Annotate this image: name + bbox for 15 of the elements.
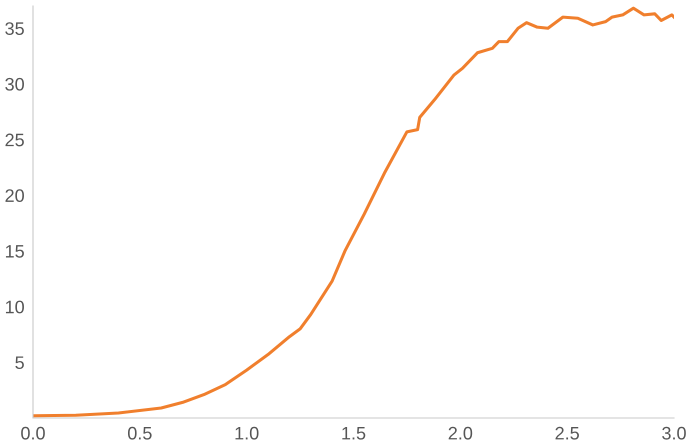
y-tick-label: 10 — [6, 300, 24, 314]
x-tick-label: 1.0 — [235, 426, 259, 440]
y-tick-label: 15 — [6, 245, 24, 258]
x-tick-label: 1.5 — [342, 426, 366, 440]
x-tick-label: 0.0 — [21, 426, 45, 440]
y-tick-label: 35 — [5, 22, 24, 35]
y-tick-label: 25 — [5, 134, 24, 146]
x-tick-label: 2.5 — [556, 426, 579, 440]
x-tick-label: 2.0 — [448, 426, 472, 440]
line-series — [33, 6, 674, 418]
y-tick-label: 30 — [5, 78, 24, 91]
y-tick-label: 20 — [5, 189, 24, 202]
x-tick-label: 3.0 — [662, 426, 686, 440]
y-tick-label: 5 — [15, 356, 24, 370]
x-tick-label: 0.5 — [128, 426, 152, 440]
